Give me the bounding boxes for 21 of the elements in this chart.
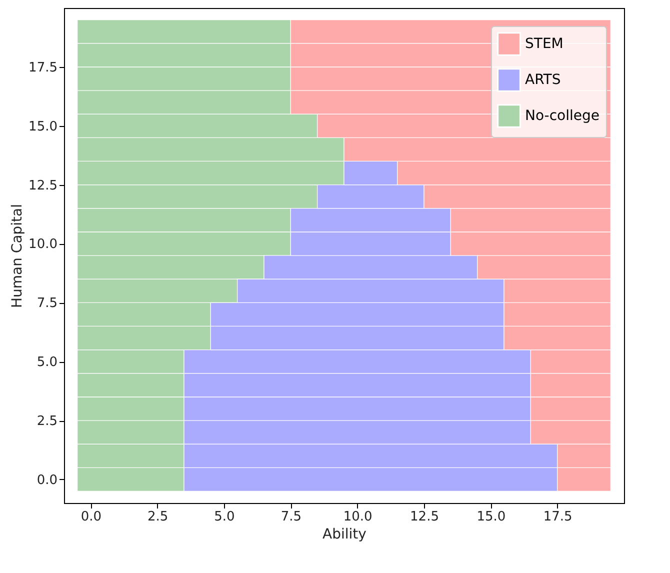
y-tick-label: 5.0 xyxy=(36,355,58,370)
y-tick-label: 0.0 xyxy=(36,472,58,488)
y-tick-label: 17.5 xyxy=(28,60,58,76)
y-tick-label: 12.5 xyxy=(28,178,58,194)
x-tick-label: 17.5 xyxy=(543,510,572,524)
x-axis-title: Ability xyxy=(322,526,366,542)
x-tick-label: 10.0 xyxy=(343,510,372,524)
x-tick-label: 7.5 xyxy=(280,510,302,524)
legend-label: ARTS xyxy=(525,72,561,88)
y-tick-label: 7.5 xyxy=(36,296,58,312)
x-tick-label: 12.5 xyxy=(410,510,439,524)
legend-label: STEM xyxy=(525,36,564,52)
y-tick-label: 15.0 xyxy=(28,119,58,134)
x-tick-label: 2.5 xyxy=(147,510,168,524)
x-tick-label: 5.0 xyxy=(214,510,235,524)
y-tick-label: 2.5 xyxy=(36,414,58,429)
legend-label: No-college xyxy=(525,108,600,124)
x-tick-label: 0.0 xyxy=(80,510,102,524)
x-tick-label: 15.0 xyxy=(476,510,506,524)
y-tick-label: 10.0 xyxy=(28,237,58,252)
y-axis-title: Human Capital xyxy=(10,204,26,308)
